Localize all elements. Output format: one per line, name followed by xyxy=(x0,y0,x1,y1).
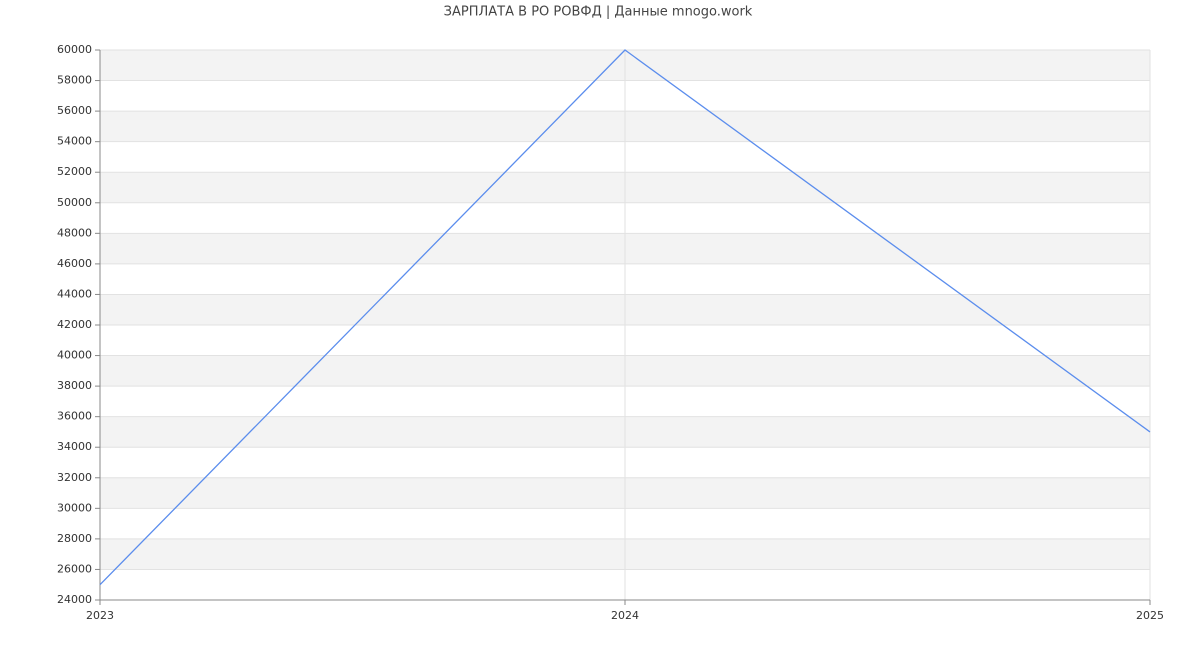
y-tick-label: 46000 xyxy=(57,257,92,270)
line-series xyxy=(99,49,1151,586)
y-tick-label: 30000 xyxy=(57,501,92,514)
x-tick-label: 2023 xyxy=(86,609,114,622)
x-tick-label: 2025 xyxy=(1136,609,1164,622)
y-tick-label: 42000 xyxy=(57,318,92,331)
y-tick-label: 56000 xyxy=(57,104,92,117)
y-tick-label: 34000 xyxy=(57,440,92,453)
y-tick-label: 40000 xyxy=(57,349,92,362)
y-tick-label: 26000 xyxy=(57,562,92,575)
y-tick-label: 44000 xyxy=(57,287,92,300)
y-tick-label: 36000 xyxy=(57,410,92,423)
y-tick-label: 60000 xyxy=(57,43,92,56)
chart-title: ЗАРПЛАТА В РО РОВФД | Данные mnogo.work xyxy=(444,5,753,20)
y-tick-label: 28000 xyxy=(57,532,92,545)
y-tick-label: 24000 xyxy=(57,593,92,606)
y-tick-label: 54000 xyxy=(57,135,92,148)
y-tick-label: 38000 xyxy=(57,379,92,392)
y-tick-label: 52000 xyxy=(57,165,92,178)
y-tick-label: 32000 xyxy=(57,471,92,484)
y-tick-label: 58000 xyxy=(57,74,92,87)
x-tick-label: 2024 xyxy=(611,609,639,622)
y-tick-label: 50000 xyxy=(57,196,92,209)
y-tick-label: 48000 xyxy=(57,226,92,239)
